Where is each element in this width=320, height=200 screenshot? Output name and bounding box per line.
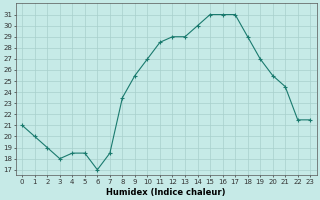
X-axis label: Humidex (Indice chaleur): Humidex (Indice chaleur) (107, 188, 226, 197)
